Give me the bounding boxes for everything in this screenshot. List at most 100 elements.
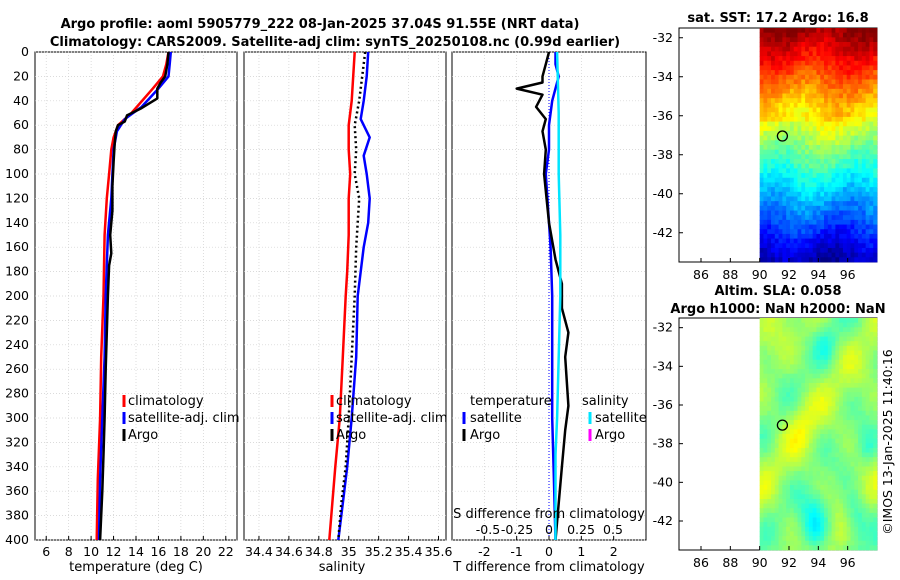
sla-cell (782, 424, 787, 430)
sst-cell (842, 51, 848, 57)
sst-cell (789, 116, 795, 122)
sla-cell (827, 410, 832, 416)
sst-cell (869, 177, 874, 183)
sla-cell (789, 447, 795, 453)
sla-cell (835, 540, 840, 546)
sst-cell (812, 215, 817, 221)
sla-cell (846, 369, 851, 375)
sst-cell (873, 154, 878, 160)
sst-cell (801, 182, 806, 188)
sst-cell (789, 215, 795, 221)
sla-cell (782, 498, 787, 504)
sla-cell (793, 364, 798, 370)
sst-cell (801, 145, 806, 151)
sla-cell (763, 489, 768, 495)
sla-cell (824, 512, 829, 518)
sla-cell (816, 536, 821, 542)
sla-cell (827, 318, 832, 324)
sst-cell (782, 247, 787, 254)
sst-cell (861, 98, 867, 104)
sla-cell (759, 369, 764, 375)
sla-cell (873, 420, 878, 426)
sla-cell (789, 327, 795, 333)
sla-cell (820, 429, 825, 435)
sla-cell (858, 522, 863, 528)
sla-cell (782, 457, 787, 463)
sst-cell (835, 257, 840, 263)
sla-cell (816, 475, 821, 481)
sst-cell (786, 130, 791, 137)
sst-cell (808, 70, 814, 76)
pressure-ytick-label: 320 (5, 434, 29, 449)
sla-cell (854, 420, 859, 426)
sst-cell (771, 107, 776, 113)
sla-argo-location-marker (776, 419, 789, 431)
sla-cell (846, 447, 851, 453)
sst-cell (797, 191, 802, 197)
sst-cell (812, 247, 817, 254)
sst-cell (846, 252, 851, 258)
sla-cell (854, 345, 859, 351)
sst-cell (820, 182, 825, 188)
sla-cell (767, 517, 772, 523)
sst-cell (763, 74, 768, 80)
sla-cell (789, 517, 795, 523)
sst-cell (812, 191, 817, 197)
sst-cell (850, 205, 855, 211)
sla-cell (812, 485, 817, 491)
sla-cell (861, 545, 867, 551)
sst-cell (801, 173, 806, 179)
sla-cell (842, 424, 848, 430)
sst-cell (812, 126, 817, 132)
sst-cell (797, 243, 802, 249)
difference-xtick-label: 1 (577, 544, 585, 559)
sla-cell (778, 517, 783, 523)
sla-cell (778, 350, 783, 356)
sst-cell (854, 51, 859, 57)
sla-cell (763, 512, 768, 518)
sla-cell (801, 406, 806, 412)
sst-cell (850, 84, 855, 90)
sst-cell (824, 74, 829, 80)
sst-cell (846, 163, 851, 169)
sst-cell (778, 233, 783, 239)
sla-cell (835, 545, 840, 551)
title-line-2: Climatology: CARS2009. Satellite-adj cli… (50, 35, 620, 50)
sla-cell (827, 364, 832, 370)
sst-cell (831, 79, 836, 85)
sla-cell (865, 545, 870, 551)
sst-cell (771, 121, 776, 127)
sst-cell (793, 37, 798, 43)
sla-cell (778, 498, 783, 504)
sst-cell (771, 201, 776, 207)
sla-cell (858, 540, 863, 546)
sst-cell (797, 74, 802, 80)
sst-cell (816, 159, 821, 165)
sst-cell (824, 191, 829, 197)
sst-cell (797, 70, 802, 76)
sst-cell (850, 191, 855, 197)
sst-cell (835, 121, 840, 127)
sst-cell (778, 116, 783, 122)
sst-cell (831, 126, 836, 132)
sst-cell (789, 84, 795, 90)
sla-cell (801, 350, 806, 356)
sst-cell (797, 219, 802, 225)
sla-cell (846, 341, 851, 347)
sla-cell (842, 452, 848, 458)
sla-cell (767, 494, 772, 500)
sla-cell (824, 536, 829, 542)
sla-cell (869, 318, 874, 324)
sst-cell (782, 177, 787, 183)
sla-cell (797, 406, 802, 412)
sla-cell (846, 503, 851, 509)
sst-cell (808, 154, 814, 160)
sst-cell (850, 215, 855, 221)
sst-cell (789, 51, 795, 57)
sst-cell (816, 65, 821, 71)
sst-cell (854, 154, 859, 160)
pressure-ytick-label: 240 (5, 337, 29, 352)
sst-cell (839, 28, 844, 34)
sst-cell (842, 126, 848, 132)
sla-cell (778, 461, 783, 467)
